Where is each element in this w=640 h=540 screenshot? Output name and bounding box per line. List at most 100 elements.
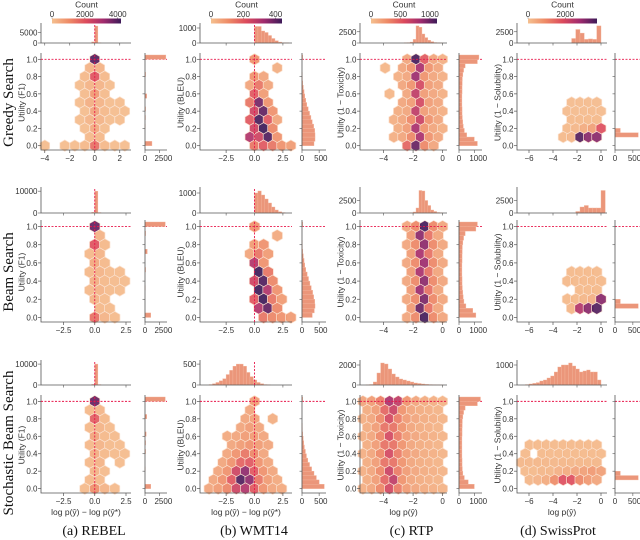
histogram-bar	[458, 457, 463, 463]
y-tick-label: 0.2	[345, 467, 357, 476]
histogram-bar	[614, 299, 621, 305]
y-tick-label: 0.8	[26, 415, 38, 424]
y-tick-label: 1.0	[185, 55, 197, 64]
histogram-bar	[301, 294, 314, 300]
hex-cell	[114, 113, 126, 126]
x-tick-label: 0	[300, 326, 305, 335]
right-marginal-histogram: 0 1000	[456, 220, 488, 335]
histogram-bar	[239, 363, 244, 386]
x-axis-label: log p(ŷ)	[548, 507, 577, 517]
x-tick-label: 0	[613, 154, 618, 163]
right-marginal-histogram: 0 1000	[456, 395, 488, 506]
y-tick-label: 0.6	[345, 432, 357, 441]
histogram-bar	[458, 89, 463, 95]
histogram-bar	[380, 362, 385, 386]
x-tick-label: −2	[572, 326, 582, 335]
y-tick-label: 1.0	[345, 397, 357, 406]
x-axis-label: log p(ŷ)	[389, 507, 418, 517]
histogram-bar	[301, 453, 307, 459]
y-tick-label: 0.2	[502, 295, 514, 304]
x-tick-label: −2	[409, 326, 419, 335]
y-tick-label: 0.8	[345, 241, 357, 250]
histogram-bar	[458, 276, 463, 282]
y-tick-label: 0.0	[26, 313, 38, 322]
histogram-bar	[458, 484, 475, 489]
y-tick-label: 1.0	[26, 55, 38, 64]
histogram-bar	[614, 470, 621, 476]
histogram-bar	[575, 29, 581, 44]
x-tick-label: 2.5	[120, 326, 132, 335]
histogram-bar	[458, 63, 466, 69]
hex-cell	[428, 139, 440, 152]
histogram-bar	[458, 230, 466, 236]
x-tick-label: −2.5	[56, 497, 72, 506]
hex-cell	[267, 412, 279, 426]
x-tick-label: 0.0	[89, 497, 101, 506]
y-tick-label: 0	[509, 39, 514, 48]
hexbin-cells	[79, 395, 131, 495]
histogram-bar	[387, 368, 392, 386]
histogram-bar	[557, 366, 562, 386]
histogram-bar	[391, 373, 396, 386]
x-tick-label: 2500	[154, 154, 172, 163]
right-marginal-histogram: 0 5000	[612, 220, 640, 335]
histogram-bar	[458, 253, 463, 259]
main-axes-spine	[199, 220, 292, 323]
histogram-bar	[588, 207, 593, 214]
y-tick-label: 0.2	[26, 467, 38, 476]
histogram-bar	[267, 35, 272, 44]
histogram-bar	[421, 33, 426, 44]
y-tick-label: 0.8	[502, 241, 514, 250]
y-axis-label: Utility (1 − Solubility)	[493, 64, 503, 141]
y-tick-label: 0.6	[185, 90, 197, 99]
histogram-bar	[458, 258, 463, 264]
row-label: Beam Search	[1, 232, 17, 312]
colorbar-label: Count	[75, 0, 98, 10]
colorbar-tick-label: 0	[369, 10, 374, 19]
histogram-bar	[301, 285, 312, 291]
colorbar: Count 0 2000 4000	[50, 0, 127, 24]
hex-cell	[591, 130, 603, 144]
y-tick-label: 0.0	[26, 142, 38, 151]
histogram-bar	[458, 409, 464, 415]
histogram-bar	[554, 371, 559, 386]
histogram-bar	[614, 128, 621, 133]
histogram-bar	[458, 106, 463, 112]
histogram-bar	[301, 141, 315, 146]
histogram-bar	[458, 132, 467, 138]
y-tick-label: 0	[509, 209, 514, 218]
hex-cell	[591, 301, 603, 315]
panel-caption: (d) SwissProt	[520, 524, 596, 539]
main-axes-spine	[359, 53, 447, 151]
x-tick-label: 2	[118, 154, 123, 163]
hexbin-cells	[203, 395, 288, 495]
x-tick-label: 5000	[628, 154, 640, 163]
histogram-bar	[415, 25, 420, 44]
hex-cell	[285, 139, 297, 152]
y-tick-label: 0.6	[502, 259, 514, 268]
histogram-bar	[582, 370, 587, 386]
hex-cell	[271, 61, 283, 75]
histogram-bar	[301, 475, 317, 481]
x-tick-label: −4	[40, 154, 50, 163]
x-tick-label: 2500	[154, 326, 172, 335]
x-tick-label: −2	[65, 154, 75, 163]
histogram-bar	[232, 365, 237, 386]
hex-cell	[271, 229, 283, 243]
y-tick-label: 0.6	[26, 259, 38, 268]
y-tick-label: 0	[33, 39, 38, 48]
histogram-bar	[593, 371, 598, 386]
histogram-bar	[412, 39, 417, 44]
histogram-bar	[257, 26, 262, 44]
y-tick-label: 2500	[496, 28, 514, 37]
histogram-bar	[402, 379, 407, 386]
y-tick-label: 0	[192, 39, 197, 48]
y-axis-label: Utility (1 − Toxicity)	[336, 236, 346, 307]
x-tick-label: 0	[300, 497, 305, 506]
histogram-bar	[424, 37, 429, 44]
histogram-bar	[614, 303, 639, 309]
y-tick-label: 0	[352, 39, 357, 48]
x-tick-label: 500	[314, 154, 328, 163]
y-tick-label: 0.4	[185, 107, 197, 116]
main-axes-spine	[199, 395, 292, 494]
